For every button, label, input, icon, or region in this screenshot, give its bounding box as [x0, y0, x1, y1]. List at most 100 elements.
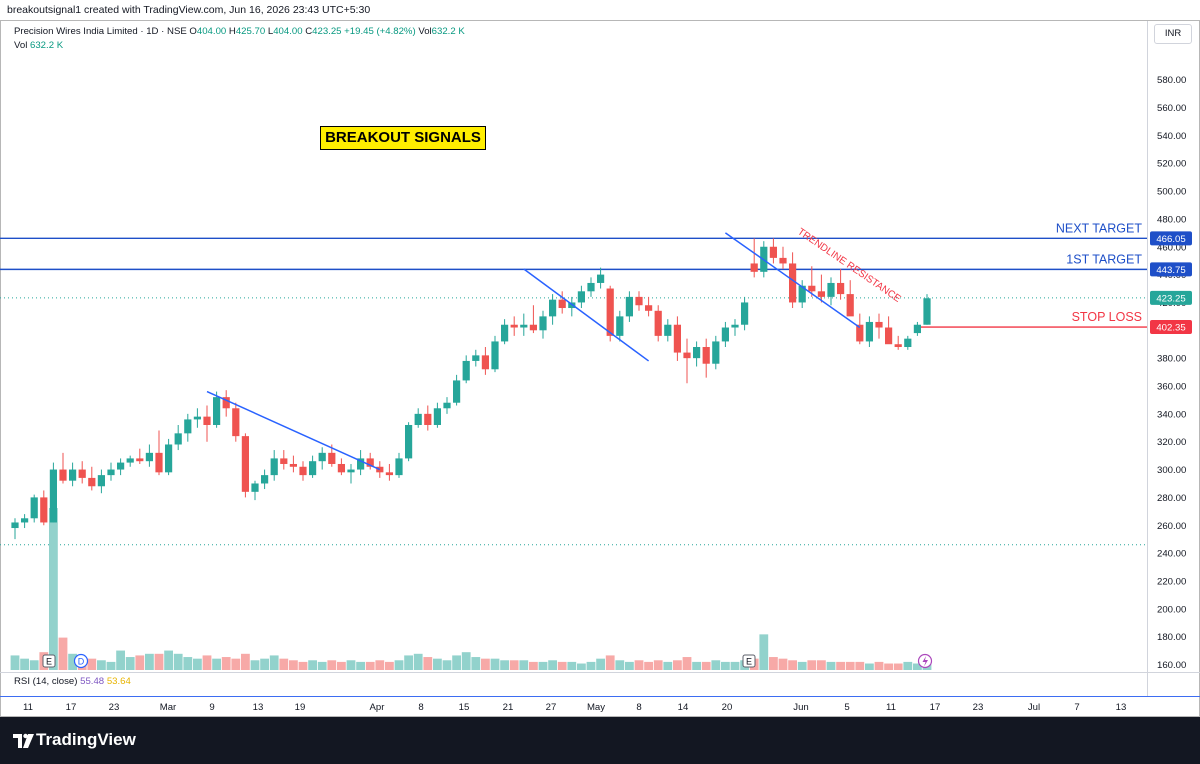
candle-body — [549, 299, 557, 317]
volume-bar — [538, 661, 548, 670]
volume-label: Vol — [418, 26, 432, 37]
trendline — [206, 390, 381, 471]
y-tick-label: 240.00 — [1157, 549, 1186, 560]
candle-body — [289, 463, 297, 467]
volume-bar — [884, 663, 893, 670]
candle-body — [40, 497, 48, 523]
candle-body — [625, 296, 633, 317]
volume-bar — [903, 661, 913, 670]
earnings-marker-icon — [42, 654, 56, 668]
candle-body — [453, 380, 461, 403]
y-tick-label: 160.00 — [1157, 660, 1186, 671]
volume-bar — [778, 658, 788, 670]
candle-body — [769, 246, 777, 258]
volume-bar — [519, 660, 529, 670]
candle-body — [357, 458, 365, 470]
low-value: 404.00 — [273, 26, 303, 37]
x-tick-label: May — [587, 702, 605, 713]
volume-bar — [154, 653, 164, 670]
volume-legend-value: 632.2 K — [30, 40, 64, 51]
candle-body — [165, 444, 173, 473]
candle-body — [222, 397, 230, 409]
y-tick-label: 320.00 — [1157, 437, 1186, 448]
volume-bar — [394, 660, 404, 670]
volume-bar — [807, 660, 817, 670]
volume-bar — [193, 658, 202, 670]
candle-body — [21, 518, 29, 523]
volume-bar — [481, 658, 490, 670]
target-price-tag-text: 443.75 — [1156, 265, 1185, 276]
volume-value: 632.2 K — [431, 26, 465, 37]
x-tick-label: 17 — [930, 702, 941, 713]
high-value: 425.70 — [235, 26, 266, 37]
volume-bar — [490, 658, 500, 670]
tradingview-logo-icon — [13, 733, 34, 748]
volume-bar — [241, 653, 250, 670]
candle-body — [49, 469, 57, 523]
volume-bar — [721, 661, 730, 670]
rsi-legend[interactable]: RSI (14, close) 55.48 53.64 — [14, 676, 131, 687]
candle-body — [789, 263, 797, 303]
y-tick-label: 340.00 — [1157, 409, 1186, 420]
candle-body — [501, 324, 509, 342]
volume-bar — [874, 661, 884, 670]
target-level-label: NEXT TARGET — [1056, 221, 1142, 235]
volume-bar — [423, 657, 433, 670]
y-tick-label: 480.00 — [1157, 214, 1186, 225]
price-chart[interactable]: 160.00 180.00 200.00 220.00 240.00 260.00 280.… — [0, 0, 1200, 717]
candle-body — [856, 324, 864, 342]
y-tick-label: 200.00 — [1157, 604, 1186, 615]
volume-bar — [442, 660, 452, 670]
currency-badge[interactable]: INR — [1154, 24, 1192, 44]
volume-bar — [10, 655, 20, 670]
volume-bar — [500, 660, 509, 670]
candle-body — [520, 324, 528, 328]
volume-bar — [145, 653, 154, 670]
x-tick-label: 19 — [295, 702, 306, 713]
earnings-marker-icon — [742, 654, 756, 668]
volume-bar — [58, 637, 68, 670]
candle-body — [424, 413, 432, 425]
candle-body — [155, 452, 163, 473]
x-tick-label: 21 — [503, 702, 514, 713]
volume-bar — [250, 660, 260, 670]
volume-bar — [298, 661, 308, 670]
volume-bar — [221, 657, 231, 670]
candle-body — [193, 416, 201, 420]
volume-bar — [125, 657, 135, 670]
volume-bar — [231, 658, 241, 670]
trendline — [724, 232, 861, 329]
x-tick-label: Jul — [1028, 702, 1040, 713]
candle-body — [779, 257, 787, 264]
volume-legend[interactable]: Vol 632.2 K — [14, 40, 63, 51]
volume-bar — [663, 661, 673, 670]
volume-bar — [337, 661, 346, 670]
candle-body — [923, 298, 931, 325]
volume-bar — [308, 660, 317, 670]
candle-body — [376, 466, 384, 473]
candle-body — [270, 458, 278, 476]
target-price-tag — [1150, 262, 1192, 277]
rsi-label: RSI (14, close) — [14, 676, 78, 687]
volume-bar — [68, 653, 77, 670]
candle-body — [145, 452, 153, 462]
volume-bar — [346, 660, 356, 670]
volume-bar — [385, 661, 394, 670]
volume-bar — [788, 660, 797, 670]
volume-bar — [836, 661, 845, 670]
volume-bar — [87, 658, 97, 670]
volume-bar — [797, 661, 807, 670]
candle-body — [136, 458, 144, 462]
target-level-label: 1ST TARGET — [1066, 252, 1142, 266]
volume-bar — [577, 663, 586, 670]
candle-body — [280, 458, 288, 464]
y-tick-label: 540.00 — [1157, 131, 1186, 142]
candle-body — [491, 341, 499, 370]
candle-body — [837, 282, 845, 295]
volume-bar — [605, 655, 615, 670]
volume-bar — [529, 661, 538, 670]
candle-body — [309, 461, 317, 476]
volume-bar — [893, 663, 903, 670]
candle-body — [693, 347, 701, 359]
candle-body — [827, 282, 835, 297]
